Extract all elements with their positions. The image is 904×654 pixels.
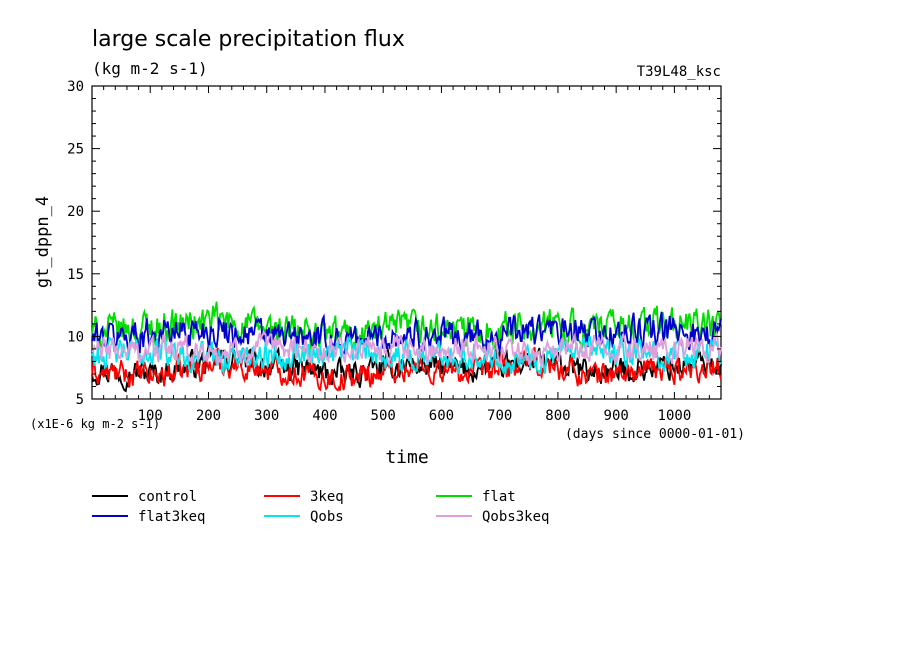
legend-label-flat: flat <box>482 489 516 505</box>
x-tick-label: 900 <box>604 408 629 424</box>
legend-label-3keq: 3keq <box>310 489 344 505</box>
x-tick-label: 100 <box>138 408 163 424</box>
x-tick-label: 700 <box>487 408 512 424</box>
series-line-qobs3keq <box>91 330 722 369</box>
y-tick-label: 5 <box>76 392 84 408</box>
x-tick-label: 800 <box>545 408 570 424</box>
x-tick-label: 300 <box>254 408 279 424</box>
y-axis-label: gt_dppn_4 <box>33 196 53 288</box>
chart-title: large scale precipitation flux <box>92 27 405 52</box>
y-scale-note: (x1E-6 kg m-2 s-1) <box>30 417 160 431</box>
y-tick-label: 10 <box>67 329 84 345</box>
tick-layer: 100 200 300 400 500 600 700 800 900 1000 5 10 15 20 25… <box>67 79 722 424</box>
y-tick-label: 15 <box>67 267 84 283</box>
x-units-note: (days since 0000-01-01) <box>565 427 745 442</box>
x-tick-label: 600 <box>429 408 454 424</box>
series-line-qobs <box>91 333 722 377</box>
legend-label-flat3keq: flat3keq <box>138 509 205 525</box>
y-tick-label: 20 <box>67 204 84 220</box>
y-tick-label: 30 <box>67 79 84 95</box>
x-axis-label: time <box>385 447 428 468</box>
experiment-label: T39L48_ksc <box>637 64 721 80</box>
series-line-3keq <box>91 346 722 392</box>
series-line-flat3keq <box>91 311 722 358</box>
x-tick-label: 500 <box>371 408 396 424</box>
chart-subtitle: (kg m-2 s-1) <box>92 59 208 78</box>
x-tick-label: 200 <box>196 408 221 424</box>
legend-label-control: control <box>138 489 197 505</box>
y-tick-label: 25 <box>67 142 84 158</box>
legend-label-qobs3keq: Qobs3keq <box>482 509 549 525</box>
x-tick-label: 1000 <box>658 408 692 424</box>
legend-label-qobs: Qobs <box>310 509 344 525</box>
series-layer <box>91 301 722 393</box>
legend: control 3keq flat flat3keq Qobs Qobs3keq <box>92 489 549 525</box>
x-tick-label: 400 <box>312 408 337 424</box>
